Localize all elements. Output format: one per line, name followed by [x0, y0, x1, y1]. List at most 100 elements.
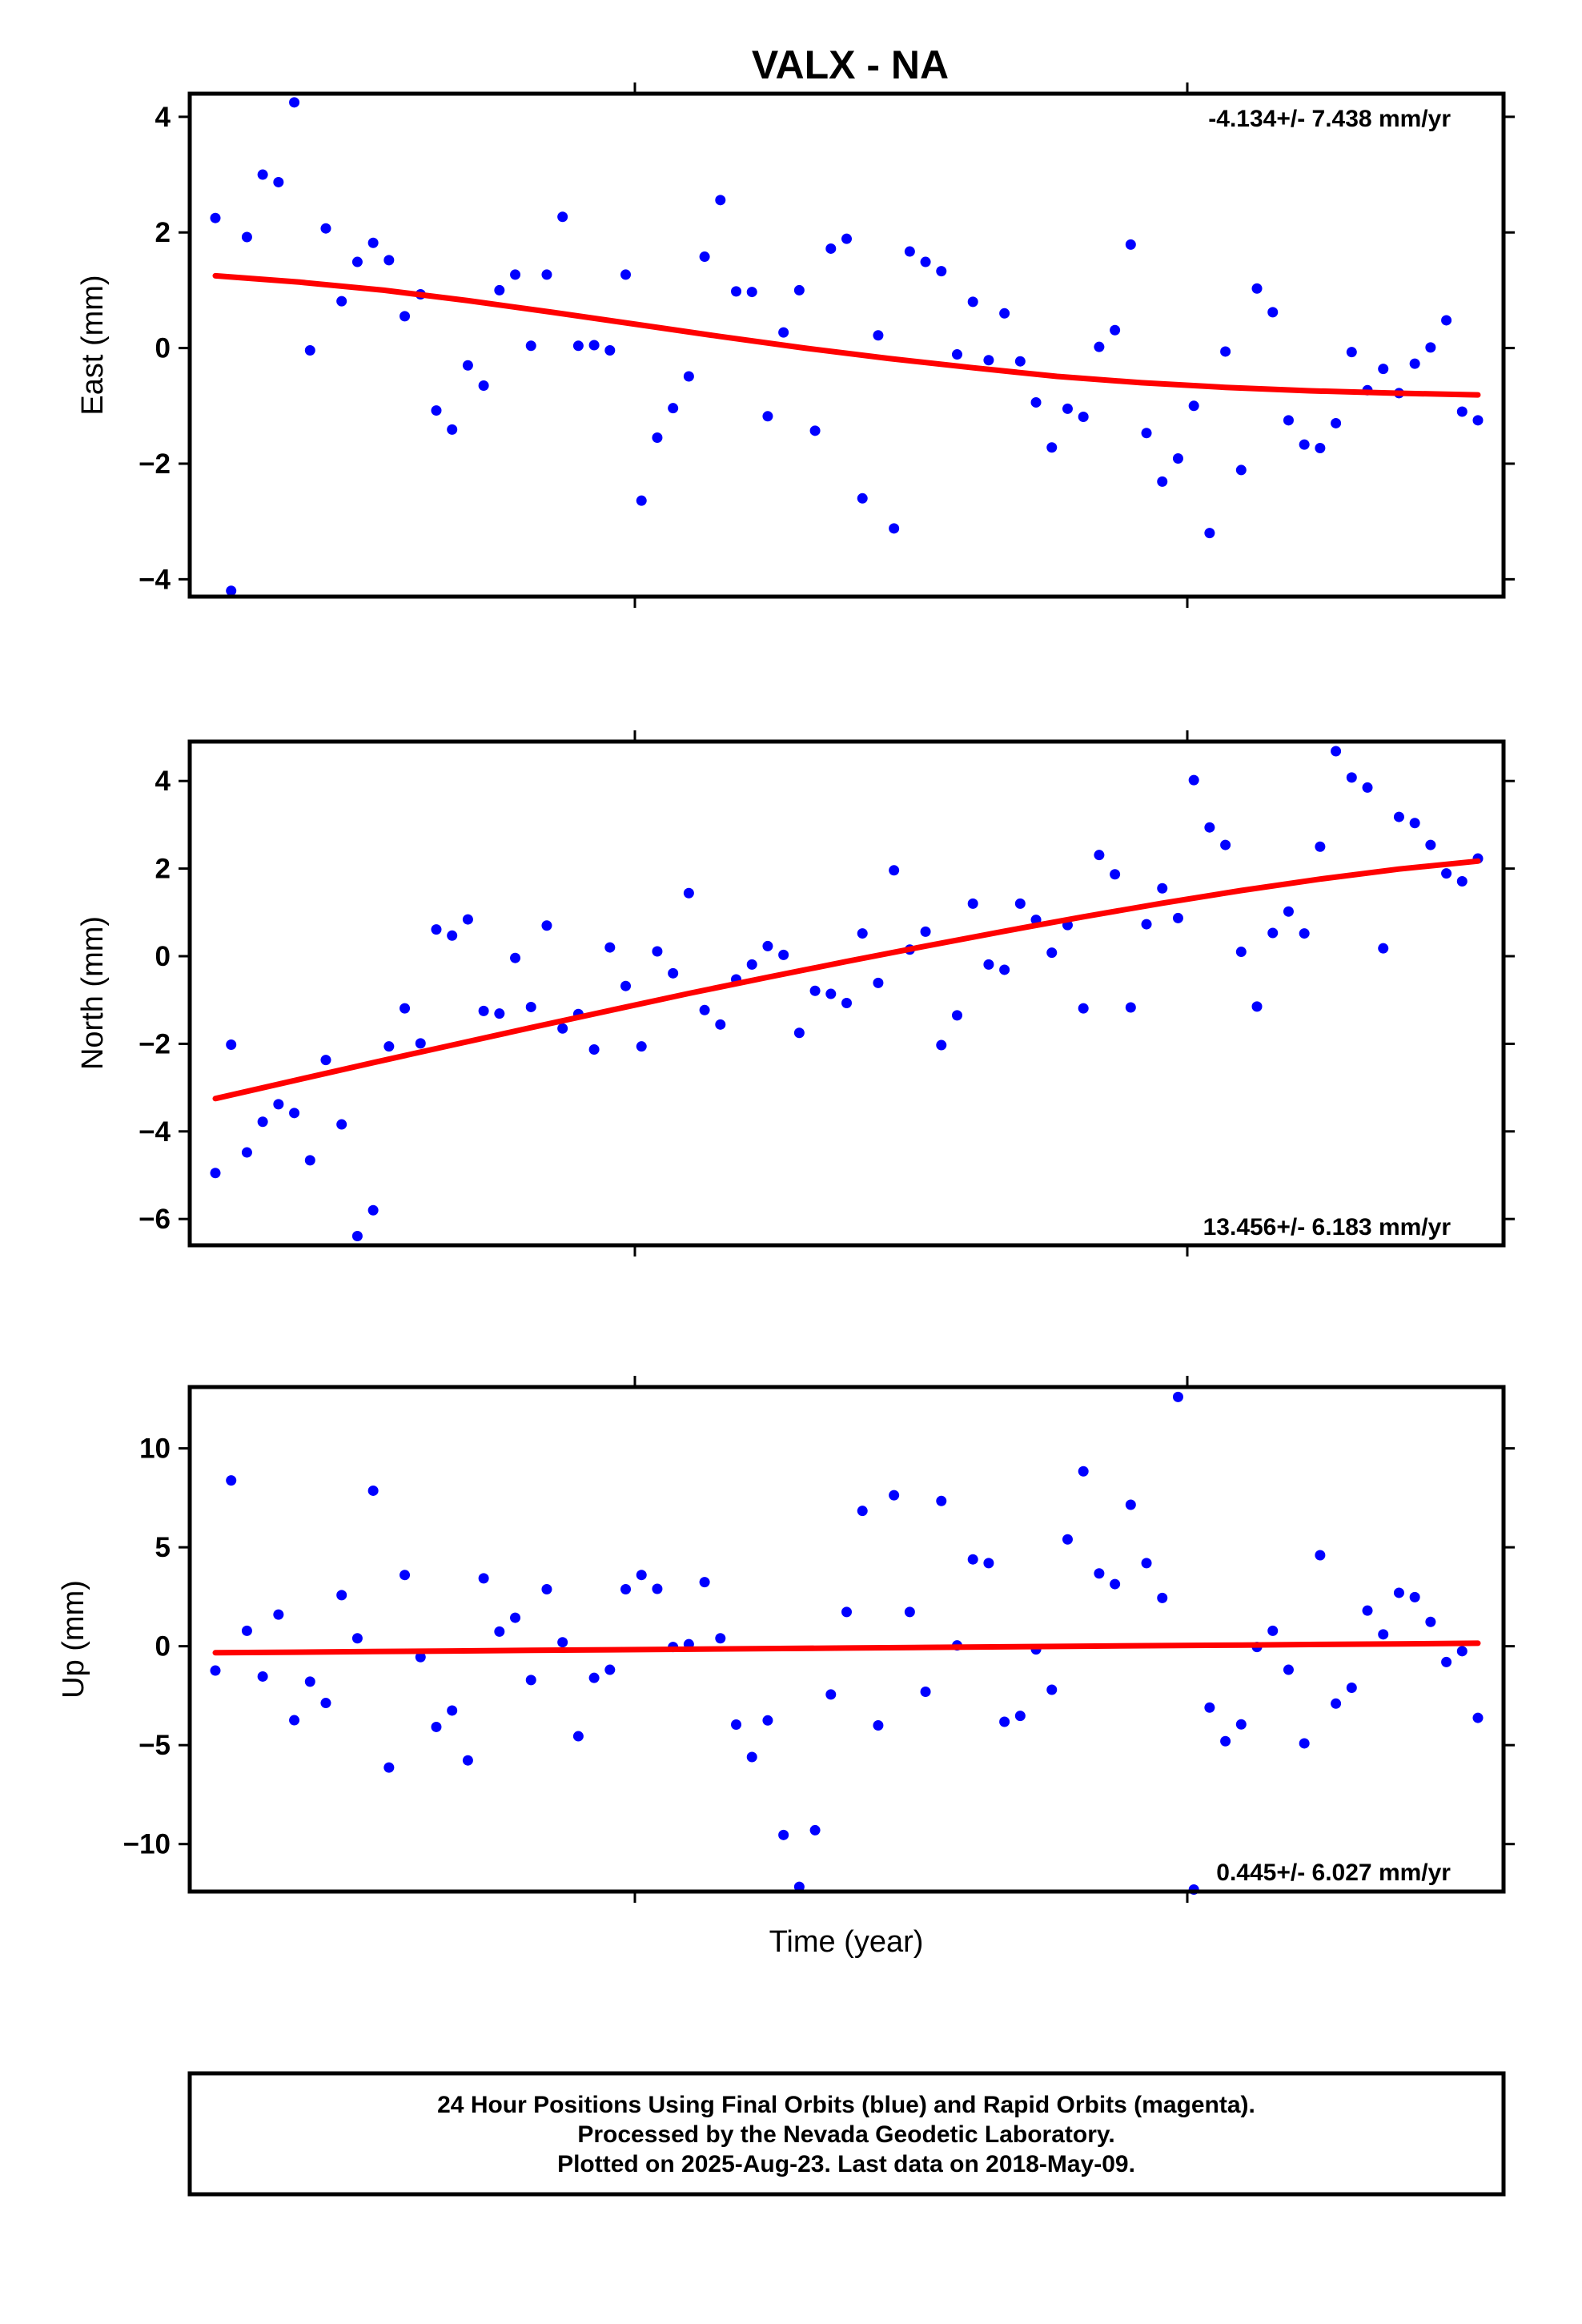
- up-data-point: [1267, 1625, 1279, 1636]
- north-ytick-label: 0: [155, 941, 171, 972]
- east-data-point: [1315, 442, 1326, 453]
- up-fit-line: [212, 1640, 1481, 1656]
- north-data-point: [825, 988, 837, 999]
- footer-line-3: Plotted on 2025-Aug-23. Last data on 201…: [557, 2151, 1135, 2177]
- up-ytick-label: 0: [155, 1631, 171, 1663]
- east-data-point: [1110, 324, 1121, 336]
- east-data-point: [462, 360, 473, 371]
- east-data-point: [572, 340, 584, 352]
- up-data-point: [525, 1675, 536, 1686]
- footer-box: 24 Hour Positions Using Final Orbits (bl…: [187, 2071, 1506, 2197]
- north-data-point: [588, 1044, 600, 1055]
- up-data-point: [715, 1633, 726, 1644]
- north-data-point: [210, 1168, 221, 1179]
- east-data-point: [1014, 356, 1026, 367]
- north-data-point: [683, 887, 694, 899]
- north-data-point: [936, 1039, 947, 1051]
- north-data-point: [857, 928, 868, 939]
- east-data-point: [652, 432, 663, 443]
- east-data-point: [715, 195, 726, 206]
- north-data-point: [241, 1147, 252, 1158]
- east-data-point: [857, 493, 868, 504]
- up-data-point: [999, 1716, 1010, 1727]
- east-data-point: [541, 269, 552, 280]
- east-data-point: [257, 169, 268, 180]
- footer-frame: [187, 2071, 1506, 2197]
- north-data-point: [778, 949, 789, 960]
- north-data-point: [1409, 818, 1420, 829]
- north-data-point: [494, 1008, 505, 1019]
- north-data-point: [1188, 774, 1199, 786]
- up-ytick-label: −10: [123, 1829, 171, 1860]
- north-ytick-label: 4: [155, 766, 171, 797]
- east-data-point: [226, 585, 237, 597]
- east-rate-label: -4.134+/- 7.438 mm/yr: [1208, 106, 1451, 132]
- up-data-point: [1346, 1683, 1357, 1694]
- north-data-point: [383, 1041, 395, 1052]
- north-data-point: [1141, 919, 1152, 930]
- up-data-point: [873, 1719, 884, 1731]
- panel-up: 10 5 0 −5 −10 Up (mm) 0.445+/- 6.027 mm/yr: [57, 1376, 1515, 1903]
- north-data-point: [1014, 898, 1026, 909]
- east-data-point: [336, 296, 347, 307]
- up-data-point: [383, 1762, 395, 1773]
- east-data-point: [936, 266, 947, 277]
- north-data-point: [999, 964, 1010, 975]
- up-data-point: [431, 1721, 442, 1732]
- up-data-point: [841, 1606, 852, 1618]
- up-data-point: [1141, 1558, 1152, 1569]
- up-ytick-label: −5: [139, 1730, 171, 1761]
- east-data-point: [557, 211, 568, 223]
- east-data-point: [367, 237, 379, 248]
- up-data-point: [620, 1583, 632, 1594]
- north-data-point: [873, 977, 884, 988]
- up-data-point: [367, 1485, 379, 1496]
- east-data-point: [1094, 341, 1105, 352]
- up-data-point: [541, 1583, 552, 1594]
- up-data-point: [809, 1824, 821, 1835]
- north-data-point: [1299, 928, 1310, 939]
- east-data-point: [1220, 346, 1231, 357]
- north-data-point: [1078, 1003, 1089, 1014]
- up-data-point: [1110, 1578, 1121, 1590]
- north-data-point: [431, 924, 442, 935]
- chart-title: VALX - NA: [752, 42, 949, 87]
- up-data-point: [273, 1609, 284, 1620]
- east-data-point: [289, 97, 300, 108]
- up-data-point: [1094, 1568, 1105, 1579]
- up-data-point: [447, 1705, 458, 1716]
- east-data-point: [1172, 452, 1183, 464]
- up-marks: 10 5 0 −5 −10: [123, 1376, 1515, 1903]
- up-data-point: [857, 1506, 868, 1517]
- north-data-point: [367, 1204, 379, 1216]
- up-ytick-label: 5: [155, 1532, 171, 1563]
- up-data-point: [731, 1719, 742, 1730]
- north-data-point: [289, 1108, 300, 1119]
- east-data-point: [1378, 364, 1389, 375]
- up-data-point: [1125, 1499, 1136, 1510]
- north-data-point: [1315, 841, 1326, 852]
- north-data-point: [273, 1099, 284, 1110]
- east-data-point: [983, 355, 994, 366]
- up-data-point: [636, 1570, 647, 1581]
- north-data-point: [336, 1119, 347, 1130]
- panel-north: 4 2 0 −2 −4 −6 North (mm) 13.456+/- 6.183 mm/…: [76, 730, 1515, 1256]
- east-data-point: [1409, 358, 1420, 369]
- north-data-point: [1362, 782, 1373, 793]
- north-data-point: [447, 930, 458, 941]
- east-data-point: [478, 380, 489, 392]
- up-data-point: [1046, 1684, 1058, 1695]
- east-ytick-label: 0: [155, 333, 171, 364]
- up-data-point: [510, 1612, 521, 1623]
- up-data-point: [1157, 1592, 1168, 1603]
- east-data-point: [825, 243, 837, 254]
- east-ytick-label: 2: [155, 217, 171, 248]
- east-data-point: [668, 403, 679, 414]
- north-y-axis-label: North (mm): [76, 916, 110, 1070]
- north-data-point: [762, 940, 773, 951]
- up-data-point: [1299, 1738, 1310, 1749]
- up-data-point: [462, 1755, 473, 1766]
- north-rate-label: 13.456+/- 6.183 mm/yr: [1203, 1214, 1452, 1240]
- north-data-point: [1157, 883, 1168, 894]
- up-data-point: [1078, 1466, 1089, 1477]
